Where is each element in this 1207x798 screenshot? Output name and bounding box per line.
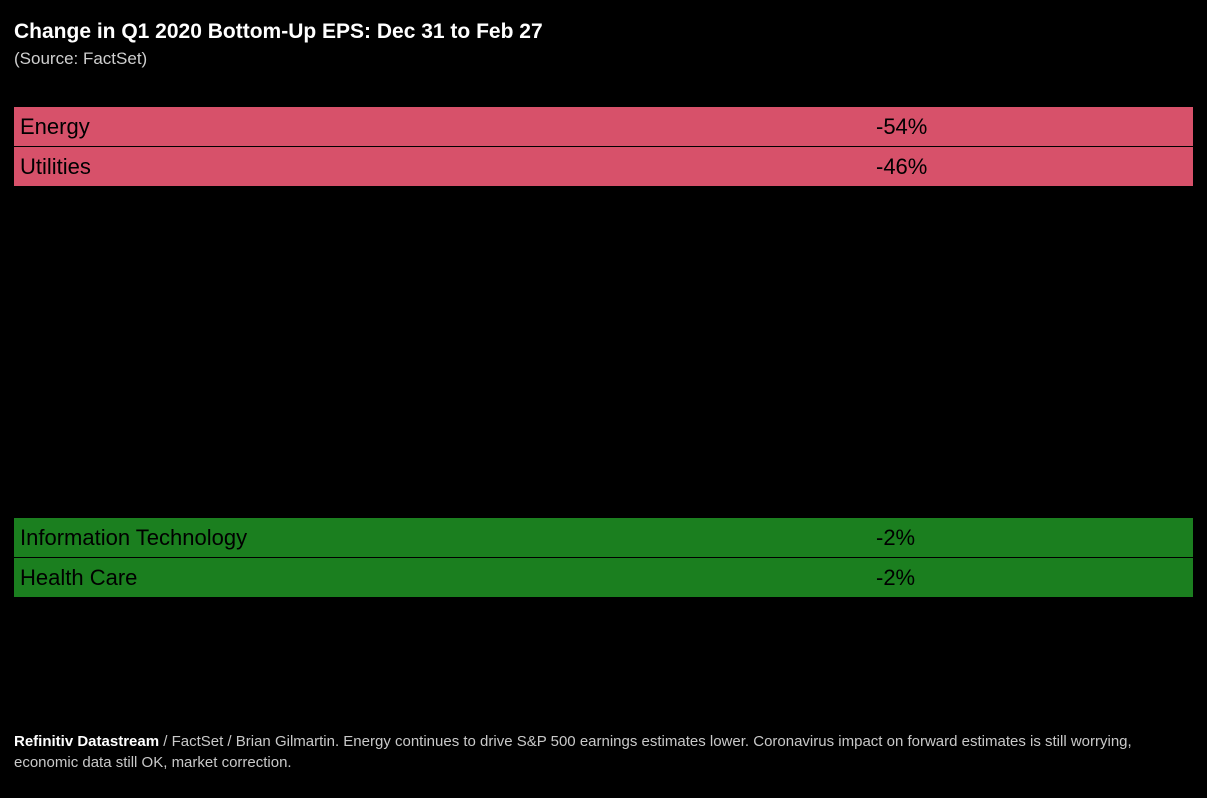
sector-value-cell: -2% [876,518,1193,558]
sector-value-cell: -46% [876,147,1193,187]
table-row: Information Technology-2% [14,518,1193,558]
sector-table-worst: Energy-54%Utilities-46% [14,106,1193,187]
table-row: Health Care-2% [14,558,1193,598]
sector-table-best: Information Technology-2%Health Care-2% [14,517,1193,598]
caption: Refinitiv Datastream / FactSet / Brian G… [14,731,1193,775]
table-row: Utilities-46% [14,147,1193,187]
page-title: Change in Q1 2020 Bottom-Up EPS: Dec 31 … [14,18,1193,46]
sector-name-cell: Health Care [14,558,876,598]
sector-name-cell: Energy [14,107,876,147]
sector-value-cell: -2% [876,558,1193,598]
caption-source-label: Refinitiv Datastream [14,733,159,750]
sector-name-cell: Information Technology [14,518,876,558]
caption-text: / FactSet / Brian Gilmartin. Energy cont… [14,733,1132,772]
sector-name-cell: Utilities [14,147,876,187]
table-row: Energy-54% [14,107,1193,147]
page-subtitle: (Source: FactSet) [14,49,1193,69]
sector-value-cell: -54% [876,107,1193,147]
page-root: Change in Q1 2020 Bottom-Up EPS: Dec 31 … [0,0,1207,798]
title-block: Change in Q1 2020 Bottom-Up EPS: Dec 31 … [14,18,1193,69]
